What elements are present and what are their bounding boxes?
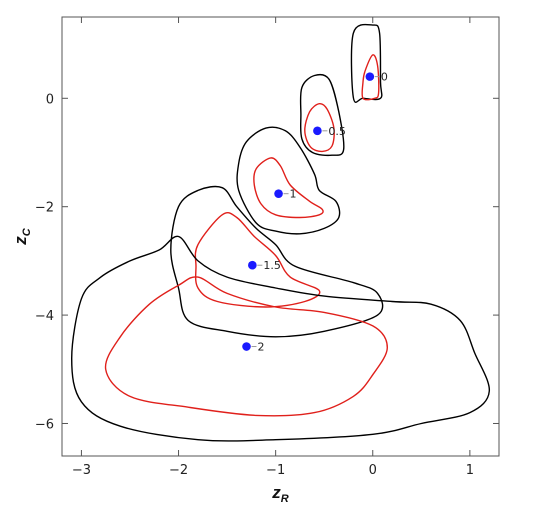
- point-label-2: 2: [258, 341, 265, 354]
- x-axis-title-sub: R: [281, 493, 289, 505]
- data-points: 0 0.5 1 1.5 2: [242, 71, 388, 354]
- contour-inner-2: [104, 276, 388, 417]
- y-tick-label: −4: [35, 309, 54, 324]
- point-0: [365, 72, 375, 81]
- point-label-1: 1: [290, 188, 297, 201]
- contour-inner-0.5: [304, 102, 335, 153]
- point-1.5: [248, 260, 257, 270]
- y-axis-title: zC: [11, 227, 33, 246]
- x-tick-label: −1: [266, 463, 285, 478]
- point-label-0.5: 0.5: [328, 125, 346, 138]
- x-axis-title: zR: [271, 483, 289, 505]
- y-axis-title-main: z: [11, 236, 30, 246]
- x-tick-label: −3: [72, 463, 91, 478]
- contour-outer-1.5: [170, 185, 384, 338]
- contour-inner-0: [361, 54, 380, 101]
- x-tick-label: 1: [466, 463, 474, 478]
- point-label-1.5: 1.5: [263, 259, 281, 272]
- point-2: [242, 342, 251, 351]
- y-axis-title-sub: C: [21, 227, 33, 236]
- y-axis-ticks: −6 −4 −2 0: [35, 92, 499, 432]
- contour-lines: [71, 23, 491, 442]
- y-tick-label: −2: [35, 201, 54, 216]
- x-axis-ticks: −3 −2 −1 0 1: [72, 17, 474, 478]
- x-axis-title-main: z: [271, 483, 281, 502]
- x-tick-label: 0: [369, 463, 377, 478]
- contour-outer-1: [236, 126, 341, 235]
- contour-outer-2: [71, 235, 491, 442]
- y-tick-label: −6: [35, 417, 54, 432]
- plot-frame: [61, 16, 500, 457]
- contour-inner-1: [253, 157, 324, 219]
- x-tick-label: −2: [169, 463, 188, 478]
- contour-outer-0.5: [299, 73, 345, 157]
- contour-inner-1.5: [194, 212, 321, 308]
- point-1: [274, 189, 283, 198]
- point-0.5: [313, 126, 322, 136]
- contour-outer-0: [350, 23, 383, 103]
- point-label-0: 0: [381, 71, 388, 84]
- y-tick-label: 0: [46, 92, 54, 107]
